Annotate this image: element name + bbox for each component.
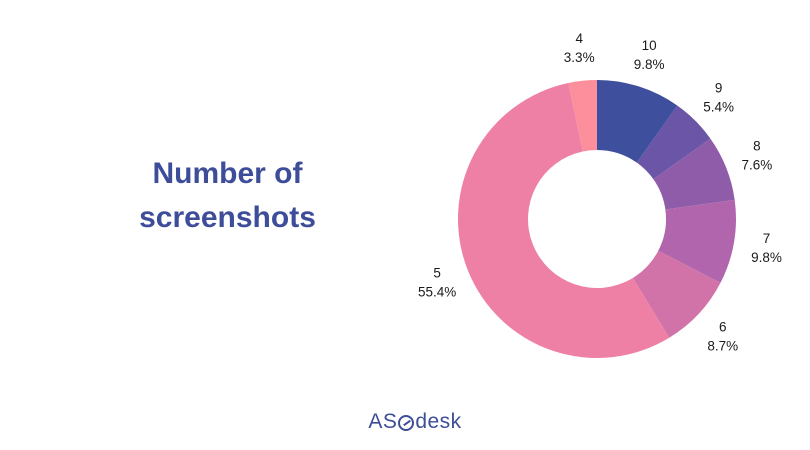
slice-category-label: 4	[575, 31, 583, 46]
slice-value-label: 9.8%	[634, 57, 665, 72]
chart-title-line-1: Number of	[152, 157, 303, 190]
slice-label-10: 10 9.8%	[634, 38, 665, 72]
slice-category-label: 5	[433, 265, 441, 280]
slice-label-9: 9 5.4%	[703, 80, 734, 114]
slice-10	[597, 80, 678, 163]
labels-group: 10 9.8% 9 5.4% 8 7.6% 7 9.8% 6 8.7% 5 55.4% 4 3.3%	[418, 31, 782, 353]
slice-value-label: 5.4%	[703, 99, 734, 114]
slice-5	[458, 82, 670, 358]
logo-text-left: AS	[368, 410, 398, 433]
asodesk-logo: AS desk	[0, 410, 810, 434]
slice-category-label: 7	[763, 231, 771, 246]
slice-label-7: 7 9.8%	[751, 231, 782, 265]
slice-category-label: 8	[753, 139, 761, 154]
slice-value-label: 7.6%	[742, 158, 773, 173]
chart-title: Number of screenshots	[90, 152, 365, 240]
slice-value-label: 8.7%	[707, 338, 738, 353]
logo-o-icon	[398, 415, 415, 431]
slice-label-4: 4 3.3%	[564, 31, 595, 65]
slice-label-5: 5 55.4%	[418, 265, 456, 299]
slice-category-label: 6	[719, 319, 727, 334]
slice-value-label: 3.3%	[564, 50, 595, 65]
logo-text-right: desk	[415, 410, 462, 433]
slice-value-label: 9.8%	[751, 250, 782, 265]
slice-value-label: 55.4%	[418, 284, 456, 299]
slice-9	[636, 105, 711, 180]
slices-group	[458, 80, 737, 358]
slice-6	[632, 250, 721, 338]
slice-7	[658, 199, 737, 283]
slice-category-label: 9	[715, 80, 723, 95]
slice-category-label: 10	[642, 38, 657, 53]
slice-8	[653, 138, 735, 210]
slice-4	[568, 80, 597, 152]
slice-label-8: 8 7.6%	[742, 139, 773, 173]
chart-title-line-2: screenshots	[139, 201, 316, 234]
slice-label-6: 6 8.7%	[707, 319, 738, 353]
